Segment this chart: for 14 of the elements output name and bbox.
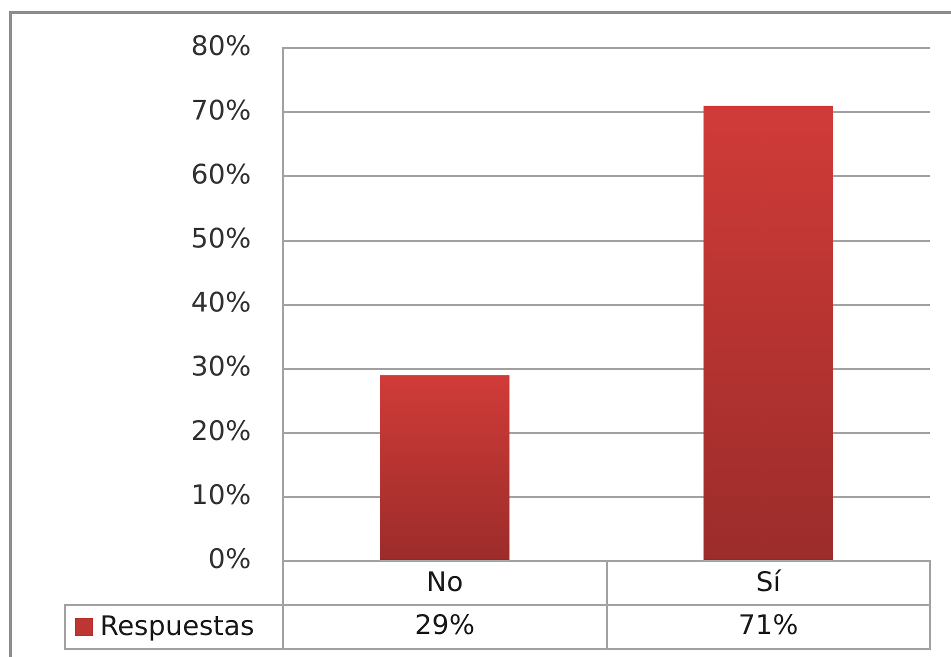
x-tick-label: No: [426, 567, 464, 598]
data-label: 29%: [414, 610, 475, 642]
y-tick-label: 10%: [190, 480, 251, 511]
y-tick-label: 20%: [190, 416, 251, 447]
y-tick-label: 60%: [190, 159, 251, 190]
y-tick-label: 50%: [190, 224, 251, 255]
y-tick-label: 80%: [190, 31, 251, 62]
y-tick-label: 30%: [190, 352, 251, 383]
y-tick-label: 0%: [208, 544, 251, 576]
x-tick-label: Sí: [756, 567, 782, 598]
y-tick-label: 70%: [190, 95, 251, 126]
y-tick-label: 40%: [190, 288, 251, 319]
data-label: 71%: [738, 610, 798, 642]
legend-label: Respuestas: [100, 611, 254, 642]
